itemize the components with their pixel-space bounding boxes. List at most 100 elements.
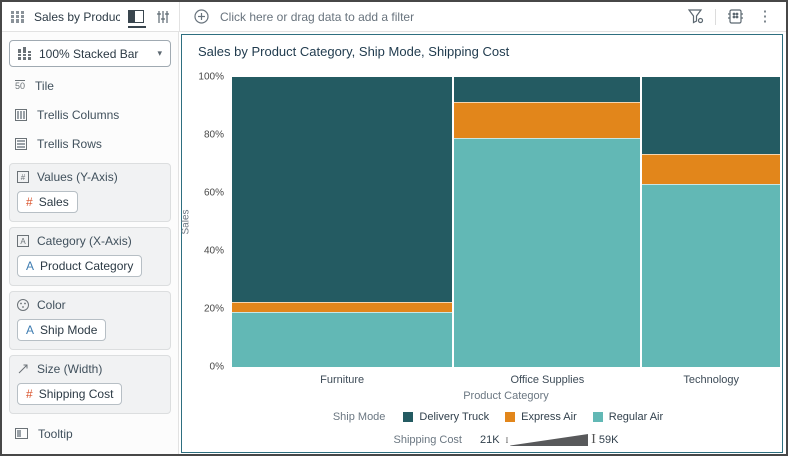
drop-target-trellis-columns[interactable]: Trellis Columns [9,100,171,129]
x-axis-title: Product Category [463,390,549,402]
y-tick-label: 20% [203,303,224,315]
bar-technology [642,77,780,367]
add-filter-plus-icon[interactable] [190,6,212,28]
x-axis-category-label: Office Supplies [510,374,585,386]
bar-office-supplies [454,77,641,367]
y-tick-label: 0% [209,361,224,373]
size-min-marker-icon: I [505,435,509,445]
viz-canvas: Sales by Product Category, Ship Mode, Sh… [179,32,786,454]
viz-type-dropdown[interactable]: 100% Stacked Bar ▾ [9,40,171,67]
more-options-kebab-icon[interactable]: ⋮ [757,8,773,25]
legend-entry[interactable]: Delivery Truck [403,411,489,423]
field-pill-label: Ship Mode [40,323,98,337]
drop-zone-values-y-axis[interactable]: # Values (Y-Axis) # Sales [9,163,171,222]
legend-swatch-icon [403,412,414,422]
stacked-bar-visualization[interactable]: Sales by Product Category, Ship Mode, Sh… [181,34,783,453]
size-resize-icon [18,364,28,374]
bar-segment[interactable] [232,301,453,312]
grammar-panel-icon[interactable] [125,6,147,28]
trellis-columns-icon [15,108,27,121]
attribute-a-icon: A [26,323,35,337]
bar-segment[interactable] [454,77,641,102]
data-grid-icon[interactable] [724,6,746,28]
size-max-marker-icon: I [591,432,596,447]
drop-zone-color[interactable]: Color A Ship Mode [9,291,171,350]
stacked-bar-icon [18,47,31,60]
viz-thumbnail-icon [7,6,29,28]
legend-swatch-icon [505,412,516,422]
y-tick-label: 80% [203,129,224,141]
svg-text:A: A [20,237,26,246]
drop-zone-size-width[interactable]: Size (Width) # Shipping Cost [9,355,171,414]
legend-entry[interactable]: Regular Air [592,411,664,423]
filter-bar[interactable]: Click here or drag data to add a filter … [179,2,786,31]
color-legend-title: Ship Mode [332,411,386,423]
field-pill-shipping-cost[interactable]: # Shipping Cost [17,383,123,405]
legend-entry-label: Regular Air [608,411,664,423]
legend-swatch-icon [592,412,603,422]
y-axis-ticks: 100% 80% 60% 40% 20% 0% [190,72,224,373]
drop-zone-label: Values (Y-Axis) [37,170,118,184]
properties-sliders-icon[interactable] [152,6,174,28]
drop-target-tooltip[interactable]: Tooltip [9,419,171,448]
bar-segment[interactable] [642,153,780,185]
y-tick-label: 40% [203,245,224,257]
bar-segment[interactable] [642,184,780,367]
field-pill-label: Sales [38,195,69,209]
y-tick-label: 60% [203,187,224,199]
drop-target-label: Tile [35,78,54,93]
attribute-a-icon: A [26,259,35,273]
active-tab-underline [128,25,146,28]
legend-entry-label: Delivery Truck [419,411,490,423]
drop-zone-label: Category (X-Axis) [37,234,132,248]
field-pill-sales[interactable]: # Sales [17,191,78,213]
plot-wrap: Sales 100% 80% 60% 40% 20% 0% Furniture Office… [181,72,780,447]
top-bar: Sales by Product Ca... C [2,2,786,32]
bar-segment[interactable] [232,77,453,302]
plot-area [232,77,780,367]
filter-bar-placeholder[interactable]: Click here or drag data to add a filter [220,9,415,24]
drop-target-label: Trellis Columns [37,107,120,122]
field-pill-product-category[interactable]: A Product Category [17,255,143,277]
category-axis-icon: A [17,235,29,247]
bar-segment[interactable] [642,77,780,154]
field-pill-ship-mode[interactable]: A Ship Mode [17,319,107,341]
bar-segment[interactable] [454,101,641,138]
measure-hash-icon: # [26,387,33,401]
size-legend-min: 21K [480,434,500,446]
field-pill-label: Product Category [40,259,134,273]
size-legend-row: Shipping Cost 21K I I 59K [232,432,780,448]
viz-type-label: 100% Stacked Bar [39,46,139,61]
size-ramp-icon [510,434,589,446]
chevron-down-icon: ▾ [157,48,162,58]
bar-segment[interactable] [454,137,641,367]
field-pill-label: Shipping Cost [38,387,114,401]
chart-title: Sales by Product Category, Ship Mode, Sh… [198,44,510,59]
drop-target-label: Tooltip [38,426,73,441]
legend-entry-label: Express Air [521,411,577,423]
tab-title[interactable]: Sales by Product Ca... [34,9,120,24]
below-plot: Furniture Office Supplies Technology Produ… [232,367,780,448]
x-axis-labels: Furniture Office Supplies Technology [232,374,780,386]
tile-icon: 50 [15,79,26,91]
toolbar-separator [715,8,716,25]
drop-target-detail[interactable]: Detail [9,448,171,454]
size-legend-title: Shipping Cost [393,434,463,446]
drop-target-tile[interactable]: 50 Tile [9,71,171,100]
trellis-rows-icon [15,137,27,150]
x-axis-category-label: Technology [683,374,740,386]
drop-zone-label: Color [37,298,66,312]
filter-funnel-icon[interactable] [685,6,707,28]
color-palette-icon [17,299,29,311]
drop-target-trellis-rows[interactable]: Trellis Rows [9,129,171,158]
viz-tab[interactable]: Sales by Product Ca... [2,2,179,31]
legend-entry[interactable]: Express Air [505,411,577,423]
bar-segment[interactable] [232,311,453,367]
drop-zone-label: Size (Width) [37,362,103,376]
x-axis-category-label: Furniture [320,374,365,386]
tooltip-icon [15,428,28,439]
drop-zone-category-x-axis[interactable]: A Category (X-Axis) A Product Category [9,227,171,286]
color-legend-row: Ship Mode Delivery Truck Express Air Regul… [232,411,780,423]
y-tick-label: 100% [198,71,224,83]
